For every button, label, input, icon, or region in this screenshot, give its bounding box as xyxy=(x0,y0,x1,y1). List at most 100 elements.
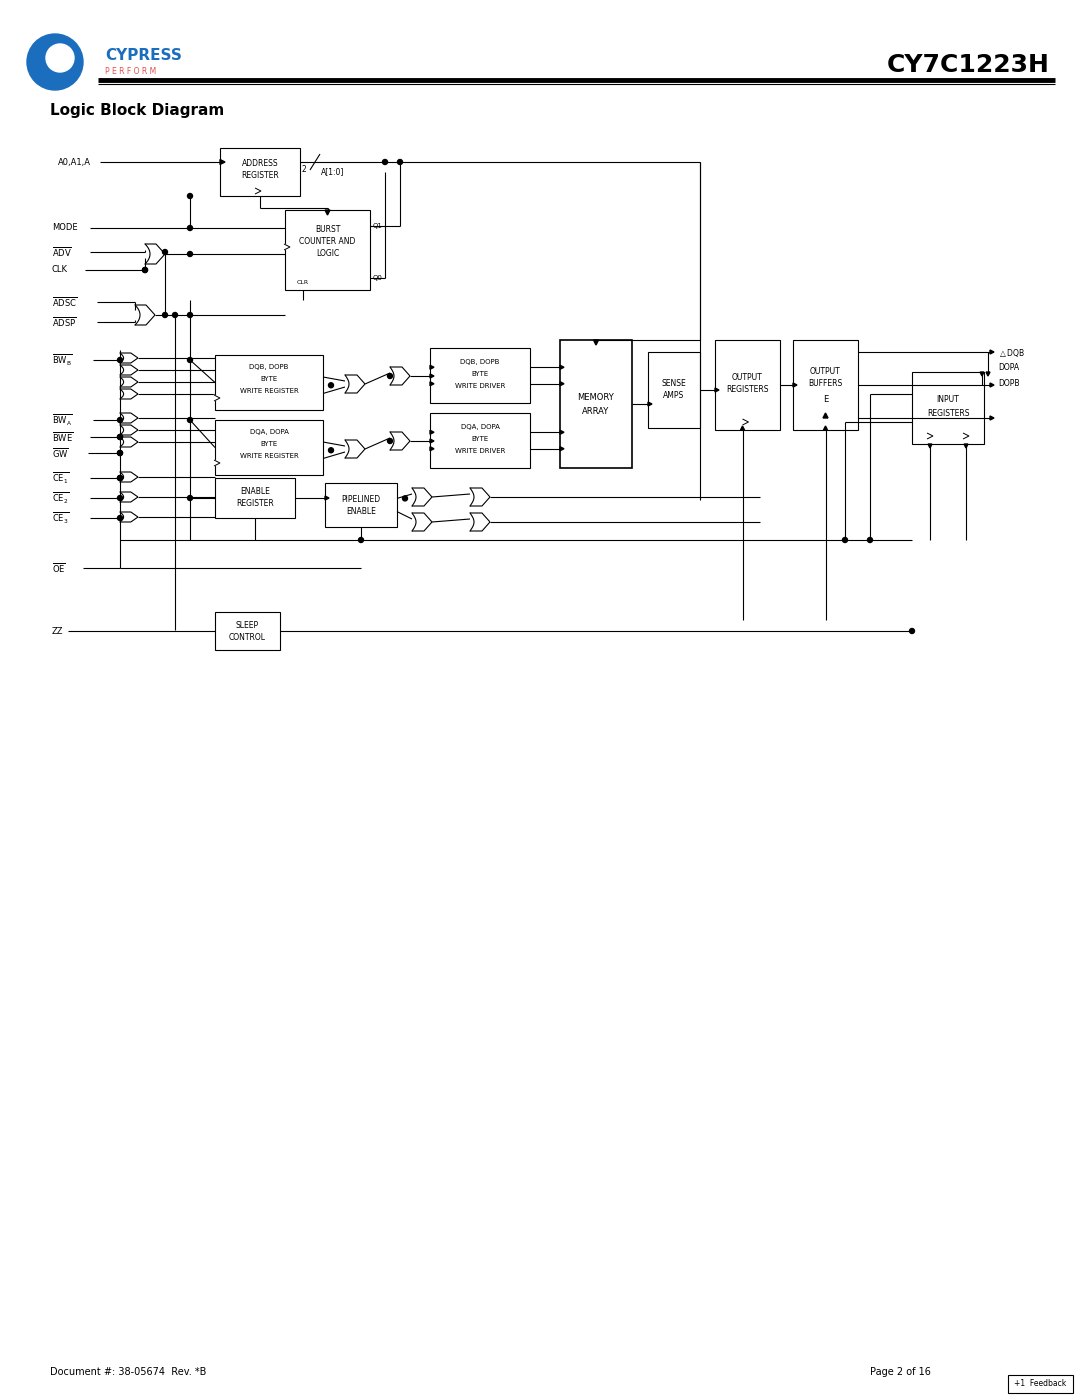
Polygon shape xyxy=(345,374,365,393)
Text: ENABLE: ENABLE xyxy=(240,488,270,496)
Polygon shape xyxy=(715,388,719,393)
Polygon shape xyxy=(470,488,490,506)
Polygon shape xyxy=(928,444,932,448)
Polygon shape xyxy=(927,433,933,439)
Circle shape xyxy=(118,450,122,455)
Text: OUTPUT: OUTPUT xyxy=(732,373,762,381)
Circle shape xyxy=(328,448,334,453)
Polygon shape xyxy=(793,383,797,387)
Text: A0,A1,A: A0,A1,A xyxy=(58,158,91,166)
Polygon shape xyxy=(325,496,329,500)
Text: REGISTERS: REGISTERS xyxy=(726,386,769,394)
Circle shape xyxy=(403,496,407,502)
Polygon shape xyxy=(430,439,434,443)
Text: DQA, DOPA: DQA, DOPA xyxy=(249,429,288,434)
Text: ENABLE: ENABLE xyxy=(346,507,376,515)
Polygon shape xyxy=(284,244,291,250)
Polygon shape xyxy=(120,425,138,434)
Circle shape xyxy=(188,358,192,362)
Circle shape xyxy=(118,475,122,481)
Polygon shape xyxy=(120,472,138,482)
Polygon shape xyxy=(120,377,138,387)
Polygon shape xyxy=(561,430,564,434)
Text: $\triangle$DQB: $\triangle$DQB xyxy=(998,346,1025,359)
Bar xyxy=(430,348,530,402)
Text: MODE: MODE xyxy=(52,224,78,232)
Polygon shape xyxy=(411,488,432,506)
Text: BURST: BURST xyxy=(314,225,340,235)
Polygon shape xyxy=(214,460,220,467)
Polygon shape xyxy=(990,383,994,387)
Text: $\overline{\mathrm{BW_B}}$: $\overline{\mathrm{BW_B}}$ xyxy=(52,352,72,367)
Polygon shape xyxy=(561,381,564,386)
Circle shape xyxy=(118,434,122,440)
Text: ZZ: ZZ xyxy=(52,626,64,636)
Polygon shape xyxy=(390,432,410,450)
Polygon shape xyxy=(120,492,138,502)
Circle shape xyxy=(909,629,915,633)
Text: DOPA: DOPA xyxy=(998,363,1020,373)
Circle shape xyxy=(118,475,122,481)
Text: BUFFERS: BUFFERS xyxy=(808,379,842,387)
Bar xyxy=(215,612,280,650)
Text: P E R F O R M: P E R F O R M xyxy=(105,67,157,77)
Circle shape xyxy=(173,313,177,317)
Polygon shape xyxy=(345,440,365,458)
Bar xyxy=(648,352,700,427)
Text: $\overline{\mathrm{ADSC}}$: $\overline{\mathrm{ADSC}}$ xyxy=(52,295,78,309)
Circle shape xyxy=(118,358,122,362)
Polygon shape xyxy=(470,513,490,531)
Circle shape xyxy=(188,313,192,317)
Polygon shape xyxy=(120,414,138,423)
Polygon shape xyxy=(390,367,410,386)
Polygon shape xyxy=(430,381,434,386)
Circle shape xyxy=(359,538,364,542)
Polygon shape xyxy=(963,433,969,439)
Text: AMPS: AMPS xyxy=(663,391,685,401)
Circle shape xyxy=(118,515,122,521)
Circle shape xyxy=(328,383,334,388)
Circle shape xyxy=(388,439,392,443)
Text: Document #: 38-05674  Rev. *B: Document #: 38-05674 Rev. *B xyxy=(50,1368,206,1377)
Circle shape xyxy=(388,373,392,379)
Bar xyxy=(215,355,323,409)
Text: Q1: Q1 xyxy=(373,224,383,229)
Text: $\overline{\mathrm{CE_1}}$: $\overline{\mathrm{CE_1}}$ xyxy=(52,471,69,486)
Bar xyxy=(715,339,780,430)
Circle shape xyxy=(397,159,403,165)
Text: BYTE: BYTE xyxy=(471,436,488,441)
Text: REGISTERS: REGISTERS xyxy=(927,408,969,418)
Text: BYTE: BYTE xyxy=(260,441,278,447)
Text: MEMORY: MEMORY xyxy=(578,394,615,402)
Circle shape xyxy=(382,159,388,165)
Polygon shape xyxy=(594,339,598,345)
Polygon shape xyxy=(430,447,434,451)
Circle shape xyxy=(842,538,848,542)
Bar xyxy=(561,339,632,468)
Circle shape xyxy=(188,251,192,257)
Polygon shape xyxy=(430,430,434,434)
Polygon shape xyxy=(823,414,828,418)
Bar xyxy=(793,339,858,430)
Text: $\overline{\mathrm{BWE}}$: $\overline{\mathrm{BWE}}$ xyxy=(52,430,73,444)
Text: Q0: Q0 xyxy=(373,275,383,281)
Text: OUTPUT: OUTPUT xyxy=(810,366,841,376)
Text: INPUT: INPUT xyxy=(936,395,959,405)
Text: WRITE DRIVER: WRITE DRIVER xyxy=(455,383,505,388)
Polygon shape xyxy=(145,244,165,264)
Bar xyxy=(912,372,984,444)
Circle shape xyxy=(188,194,192,198)
Circle shape xyxy=(188,225,192,231)
Polygon shape xyxy=(120,365,138,374)
Text: +1  Feedback: +1 Feedback xyxy=(1014,1379,1066,1389)
Text: $\overline{\mathrm{BW_A}}$: $\overline{\mathrm{BW_A}}$ xyxy=(52,412,72,427)
Polygon shape xyxy=(214,395,220,401)
Bar xyxy=(325,483,397,527)
Text: $\overline{\mathrm{ADV}}$: $\overline{\mathrm{ADV}}$ xyxy=(52,244,72,258)
Bar xyxy=(215,478,295,518)
Bar xyxy=(215,420,323,475)
Circle shape xyxy=(162,313,167,317)
Circle shape xyxy=(27,34,83,89)
Text: $\overline{\mathrm{OE}}$: $\overline{\mathrm{OE}}$ xyxy=(52,562,66,576)
Circle shape xyxy=(143,267,148,272)
